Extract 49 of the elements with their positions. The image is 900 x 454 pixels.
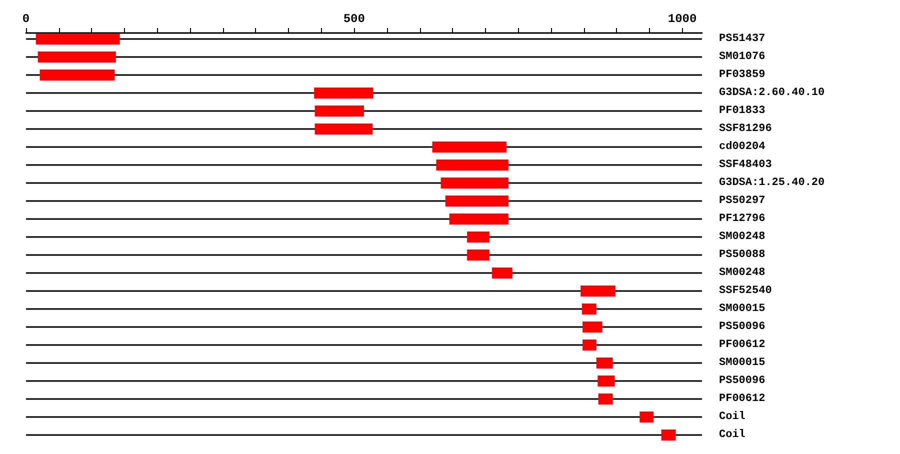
bar <box>432 142 506 152</box>
bar <box>582 340 596 350</box>
bar <box>582 322 602 332</box>
y-tick-label: SSF48403 <box>719 159 772 171</box>
bar <box>492 268 512 278</box>
bar <box>582 304 596 314</box>
y-tick-label: G3DSA:2.60.40.10 <box>719 87 825 99</box>
y-tick-label: PS50096 <box>719 321 766 333</box>
y-tick-label: SM00248 <box>719 267 766 279</box>
bar <box>580 286 616 296</box>
x-tick-label: 1000 <box>668 12 697 26</box>
bar <box>467 232 490 242</box>
y-tick-label: PS50096 <box>719 375 766 387</box>
bar <box>467 250 490 260</box>
y-tick-label: SSF81296 <box>719 123 772 135</box>
bar <box>440 178 508 188</box>
y-tick-label: PF12796 <box>719 213 766 225</box>
y-tick-label: cd00204 <box>719 141 766 153</box>
y-tick-label: SSF52540 <box>719 285 772 297</box>
y-tick-label: PF03859 <box>719 69 766 81</box>
y-tick-label: SM00015 <box>719 303 766 315</box>
y-tick-label: SM01076 <box>719 51 766 63</box>
bar <box>314 88 374 98</box>
bar <box>436 160 508 170</box>
y-tick-label: PF00612 <box>719 393 766 405</box>
bar <box>598 394 613 404</box>
y-tick-label: SM00248 <box>719 231 766 243</box>
y-tick-label: Coil <box>719 429 746 441</box>
y-tick-label: SM00015 <box>719 357 766 369</box>
bar <box>445 196 508 206</box>
bar <box>661 430 676 440</box>
bar <box>598 376 615 386</box>
y-tick-label: PF01833 <box>719 105 766 117</box>
bar <box>449 214 508 224</box>
bar <box>314 124 373 134</box>
x-tick-label: 0 <box>22 12 30 26</box>
bar <box>640 412 654 422</box>
x-tick-label: 500 <box>343 12 365 26</box>
y-tick-label: PS50088 <box>719 249 766 261</box>
y-tick-label: Coil <box>719 411 746 423</box>
y-tick-label: G3DSA:1.25.40.20 <box>719 177 825 189</box>
bar <box>596 358 613 368</box>
y-tick-label: PS50297 <box>719 195 766 207</box>
bar <box>38 52 116 62</box>
y-tick-label: PS51437 <box>719 33 766 45</box>
y-tick-label: PF00612 <box>719 339 766 351</box>
bar <box>40 70 115 80</box>
bar <box>36 34 120 44</box>
bar <box>314 106 364 116</box>
